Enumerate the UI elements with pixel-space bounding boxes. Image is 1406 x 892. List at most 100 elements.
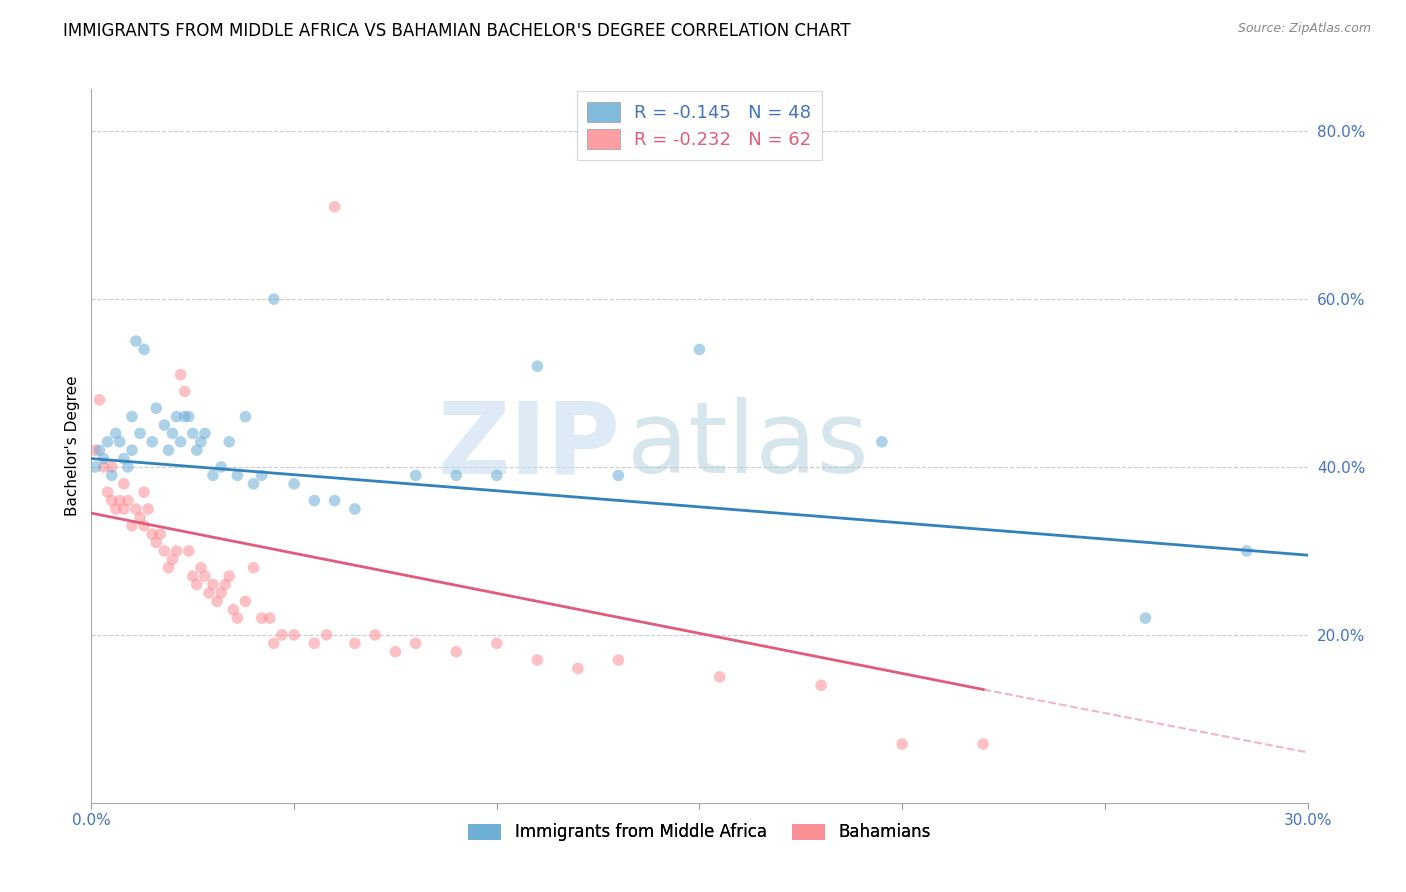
Point [263, 636, 285, 650]
Point [166, 544, 188, 558]
Point [343, 636, 366, 650]
Point [870, 434, 893, 449]
Point [384, 645, 406, 659]
Point [226, 468, 249, 483]
Point [209, 586, 232, 600]
Point [112, 476, 135, 491]
Point [121, 518, 143, 533]
Point [141, 527, 163, 541]
Point [242, 476, 264, 491]
Point [104, 502, 127, 516]
Point [607, 468, 630, 483]
Point [567, 661, 589, 675]
Point [315, 628, 337, 642]
Point [485, 468, 508, 483]
Point [89, 443, 111, 458]
Text: Source: ZipAtlas.com: Source: ZipAtlas.com [1237, 22, 1371, 36]
Point [104, 426, 127, 441]
Point [304, 636, 326, 650]
Point [444, 468, 467, 483]
Point [323, 493, 346, 508]
Point [222, 603, 245, 617]
Point [97, 434, 120, 449]
Point [218, 434, 240, 449]
Point [89, 392, 111, 407]
Point [93, 451, 115, 466]
Y-axis label: Bachelor's Degree: Bachelor's Degree [65, 376, 80, 516]
Point [242, 560, 264, 574]
Point [205, 594, 228, 608]
Point [121, 409, 143, 424]
Point [194, 426, 217, 441]
Point [263, 292, 285, 306]
Point [202, 577, 225, 591]
Point [607, 653, 630, 667]
Point [364, 628, 387, 642]
Point [526, 359, 548, 374]
Point [129, 510, 152, 524]
Point [145, 401, 167, 416]
Point [202, 468, 225, 483]
Point [972, 737, 994, 751]
Point [153, 544, 176, 558]
Point [1236, 544, 1258, 558]
Point [97, 485, 120, 500]
Point [209, 460, 232, 475]
Point [485, 636, 508, 650]
Point [117, 460, 139, 475]
Point [93, 460, 115, 475]
Text: IMMIGRANTS FROM MIDDLE AFRICA VS BAHAMIAN BACHELOR'S DEGREE CORRELATION CHART: IMMIGRANTS FROM MIDDLE AFRICA VS BAHAMIA… [63, 22, 851, 40]
Point [129, 426, 152, 441]
Point [194, 569, 217, 583]
Point [235, 409, 257, 424]
Point [891, 737, 914, 751]
Point [688, 343, 710, 357]
Point [526, 653, 548, 667]
Point [112, 502, 135, 516]
Text: ZIP: ZIP [437, 398, 620, 494]
Point [166, 409, 188, 424]
Point [177, 409, 200, 424]
Point [157, 560, 180, 574]
Legend: Immigrants from Middle Africa, Bahamians: Immigrants from Middle Africa, Bahamians [461, 817, 938, 848]
Point [343, 502, 366, 516]
Point [173, 384, 195, 399]
Point [136, 502, 159, 516]
Point [141, 434, 163, 449]
Point [186, 443, 208, 458]
Point [153, 417, 176, 432]
Point [108, 434, 131, 449]
Point [181, 426, 204, 441]
Point [169, 368, 191, 382]
Point [177, 544, 200, 558]
Point [283, 628, 305, 642]
Point [84, 443, 107, 458]
Point [186, 577, 208, 591]
Point [250, 468, 273, 483]
Point [112, 451, 135, 466]
Point [323, 200, 346, 214]
Point [100, 493, 122, 508]
Point [283, 476, 305, 491]
Point [250, 611, 273, 625]
Point [157, 443, 180, 458]
Point [271, 628, 294, 642]
Point [709, 670, 731, 684]
Point [1135, 611, 1157, 625]
Point [100, 460, 122, 475]
Point [235, 594, 257, 608]
Point [149, 527, 172, 541]
Point [125, 502, 148, 516]
Point [117, 493, 139, 508]
Point [132, 485, 155, 500]
Point [218, 569, 240, 583]
Point [304, 493, 326, 508]
Point [405, 636, 427, 650]
Point [84, 460, 107, 475]
Point [169, 434, 191, 449]
Point [259, 611, 281, 625]
Point [108, 493, 131, 508]
Point [162, 552, 184, 566]
Point [181, 569, 204, 583]
Point [132, 343, 155, 357]
